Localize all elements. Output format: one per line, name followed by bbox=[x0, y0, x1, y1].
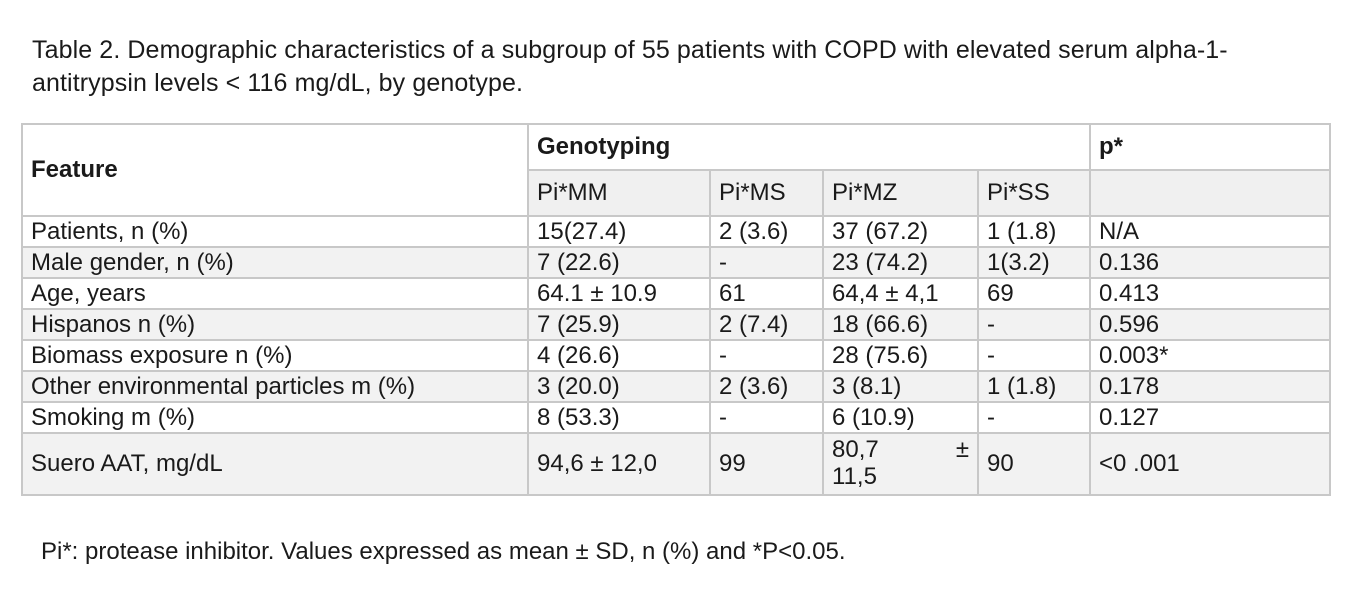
ms-cell: 2 (3.6) bbox=[709, 370, 824, 403]
feature-header: Feature bbox=[21, 123, 529, 217]
mz-cell: 37 (67.2) bbox=[822, 215, 979, 248]
genotype-header-mm: Pi*MM bbox=[527, 169, 711, 217]
feature-cell: Suero AAT, mg/dL bbox=[21, 432, 529, 496]
table-caption: Table 2. Demographic characteristics of … bbox=[32, 36, 1228, 97]
p-cell: 0.136 bbox=[1089, 246, 1332, 279]
genotype-header-ss: Pi*SS bbox=[976, 169, 1092, 217]
p-cell: 0.413 bbox=[1089, 277, 1332, 310]
ms-cell: - bbox=[709, 401, 824, 434]
ms-cell: - bbox=[709, 339, 824, 372]
demographics-table: Feature Genotyping p* Pi*MM Pi*MS Pi*MZ … bbox=[21, 123, 1332, 496]
table-row: Age, years 64.1 ± 10.9 61 64,4 ± 4,1 69 … bbox=[21, 277, 1332, 310]
mm-cell: 8 (53.3) bbox=[527, 401, 711, 434]
genotype-header-ms: Pi*MS bbox=[709, 169, 824, 217]
p-cell: 0.127 bbox=[1089, 401, 1332, 434]
mz-mean-line: 80,7 ± bbox=[832, 437, 969, 463]
table-row: Suero AAT, mg/dL 94,6 ± 12,0 99 80,7 ± 1… bbox=[21, 432, 1332, 496]
mm-cell: 64.1 ± 10.9 bbox=[527, 277, 711, 310]
table-row: Biomass exposure n (%) 4 (26.6) - 28 (75… bbox=[21, 339, 1332, 372]
mz-cell: 80,7 ± 11,5 bbox=[822, 432, 979, 496]
ss-cell: 1 (1.8) bbox=[976, 215, 1092, 248]
ms-cell: - bbox=[709, 246, 824, 279]
feature-cell: Biomass exposure n (%) bbox=[21, 339, 529, 372]
mz-sd-value: 11,5 bbox=[832, 463, 877, 490]
mz-cell: 64,4 ± 4,1 bbox=[822, 277, 979, 310]
plus-minus-sign: ± bbox=[955, 436, 969, 463]
ss-cell: - bbox=[976, 401, 1092, 434]
mz-cell: 3 (8.1) bbox=[822, 370, 979, 403]
ss-cell: 1 (1.8) bbox=[976, 370, 1092, 403]
mz-cell: 6 (10.9) bbox=[822, 401, 979, 434]
mm-cell: 7 (22.6) bbox=[527, 246, 711, 279]
table-row: Patients, n (%) 15(27.4) 2 (3.6) 37 (67.… bbox=[21, 215, 1332, 248]
ms-cell: 2 (3.6) bbox=[709, 215, 824, 248]
feature-cell: Hispanos n (%) bbox=[21, 308, 529, 341]
genotype-header-mz: Pi*MZ bbox=[822, 169, 979, 217]
table-row: Smoking m (%) 8 (53.3) - 6 (10.9) - 0.12… bbox=[21, 401, 1332, 434]
mz-mean-value: 80,7 bbox=[832, 436, 879, 463]
p-cell: 0.596 bbox=[1089, 308, 1332, 341]
table-row: Hispanos n (%) 7 (25.9) 2 (7.4) 18 (66.6… bbox=[21, 308, 1332, 341]
p-value-header: p* bbox=[1089, 123, 1332, 171]
table-row: Male gender, n (%) 7 (22.6) - 23 (74.2) … bbox=[21, 246, 1332, 279]
feature-cell: Age, years bbox=[21, 277, 529, 310]
table-row: Other environmental particles m (%) 3 (2… bbox=[21, 370, 1332, 403]
table-container: Feature Genotyping p* Pi*MM Pi*MS Pi*MZ … bbox=[21, 123, 1332, 496]
p-cell: 0.178 bbox=[1089, 370, 1332, 403]
mz-cell: 28 (75.6) bbox=[822, 339, 979, 372]
ms-cell: 61 bbox=[709, 277, 824, 310]
mm-cell: 15(27.4) bbox=[527, 215, 711, 248]
mz-cell: 23 (74.2) bbox=[822, 246, 979, 279]
mm-cell: 3 (20.0) bbox=[527, 370, 711, 403]
ss-cell: 1(3.2) bbox=[976, 246, 1092, 279]
feature-cell: Other environmental particles m (%) bbox=[21, 370, 529, 403]
ss-cell: - bbox=[976, 339, 1092, 372]
mm-cell: 4 (26.6) bbox=[527, 339, 711, 372]
table-footnote: Pi*: protease inhibitor. Values expresse… bbox=[41, 538, 846, 565]
p-cell: 0.003* bbox=[1089, 339, 1332, 372]
p-cell: <0 .001 bbox=[1089, 432, 1332, 496]
ss-cell: 90 bbox=[976, 432, 1092, 496]
mm-cell: 94,6 ± 12,0 bbox=[527, 432, 711, 496]
feature-cell: Male gender, n (%) bbox=[21, 246, 529, 279]
feature-cell: Patients, n (%) bbox=[21, 215, 529, 248]
p-value-subheader bbox=[1089, 169, 1332, 217]
ms-cell: 99 bbox=[709, 432, 824, 496]
mz-cell: 18 (66.6) bbox=[822, 308, 979, 341]
feature-cell: Smoking m (%) bbox=[21, 401, 529, 434]
p-cell: N/A bbox=[1089, 215, 1332, 248]
genotyping-header: Genotyping bbox=[526, 123, 1092, 171]
ms-cell: 2 (7.4) bbox=[709, 308, 824, 341]
ss-cell: 69 bbox=[976, 277, 1092, 310]
ss-cell: - bbox=[976, 308, 1092, 341]
mm-cell: 7 (25.9) bbox=[527, 308, 711, 341]
